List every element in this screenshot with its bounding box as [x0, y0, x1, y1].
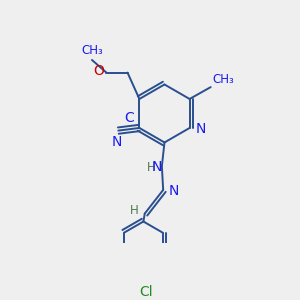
- Text: N: N: [195, 122, 206, 136]
- Text: H: H: [130, 205, 139, 218]
- Text: N: N: [112, 135, 122, 148]
- Text: CH₃: CH₃: [81, 44, 103, 57]
- Text: Cl: Cl: [139, 285, 153, 299]
- Text: H: H: [146, 161, 155, 174]
- Text: N: N: [169, 184, 179, 198]
- Text: C: C: [124, 111, 134, 125]
- Text: O: O: [94, 64, 104, 78]
- Text: N: N: [152, 160, 162, 175]
- Text: CH₃: CH₃: [213, 73, 235, 86]
